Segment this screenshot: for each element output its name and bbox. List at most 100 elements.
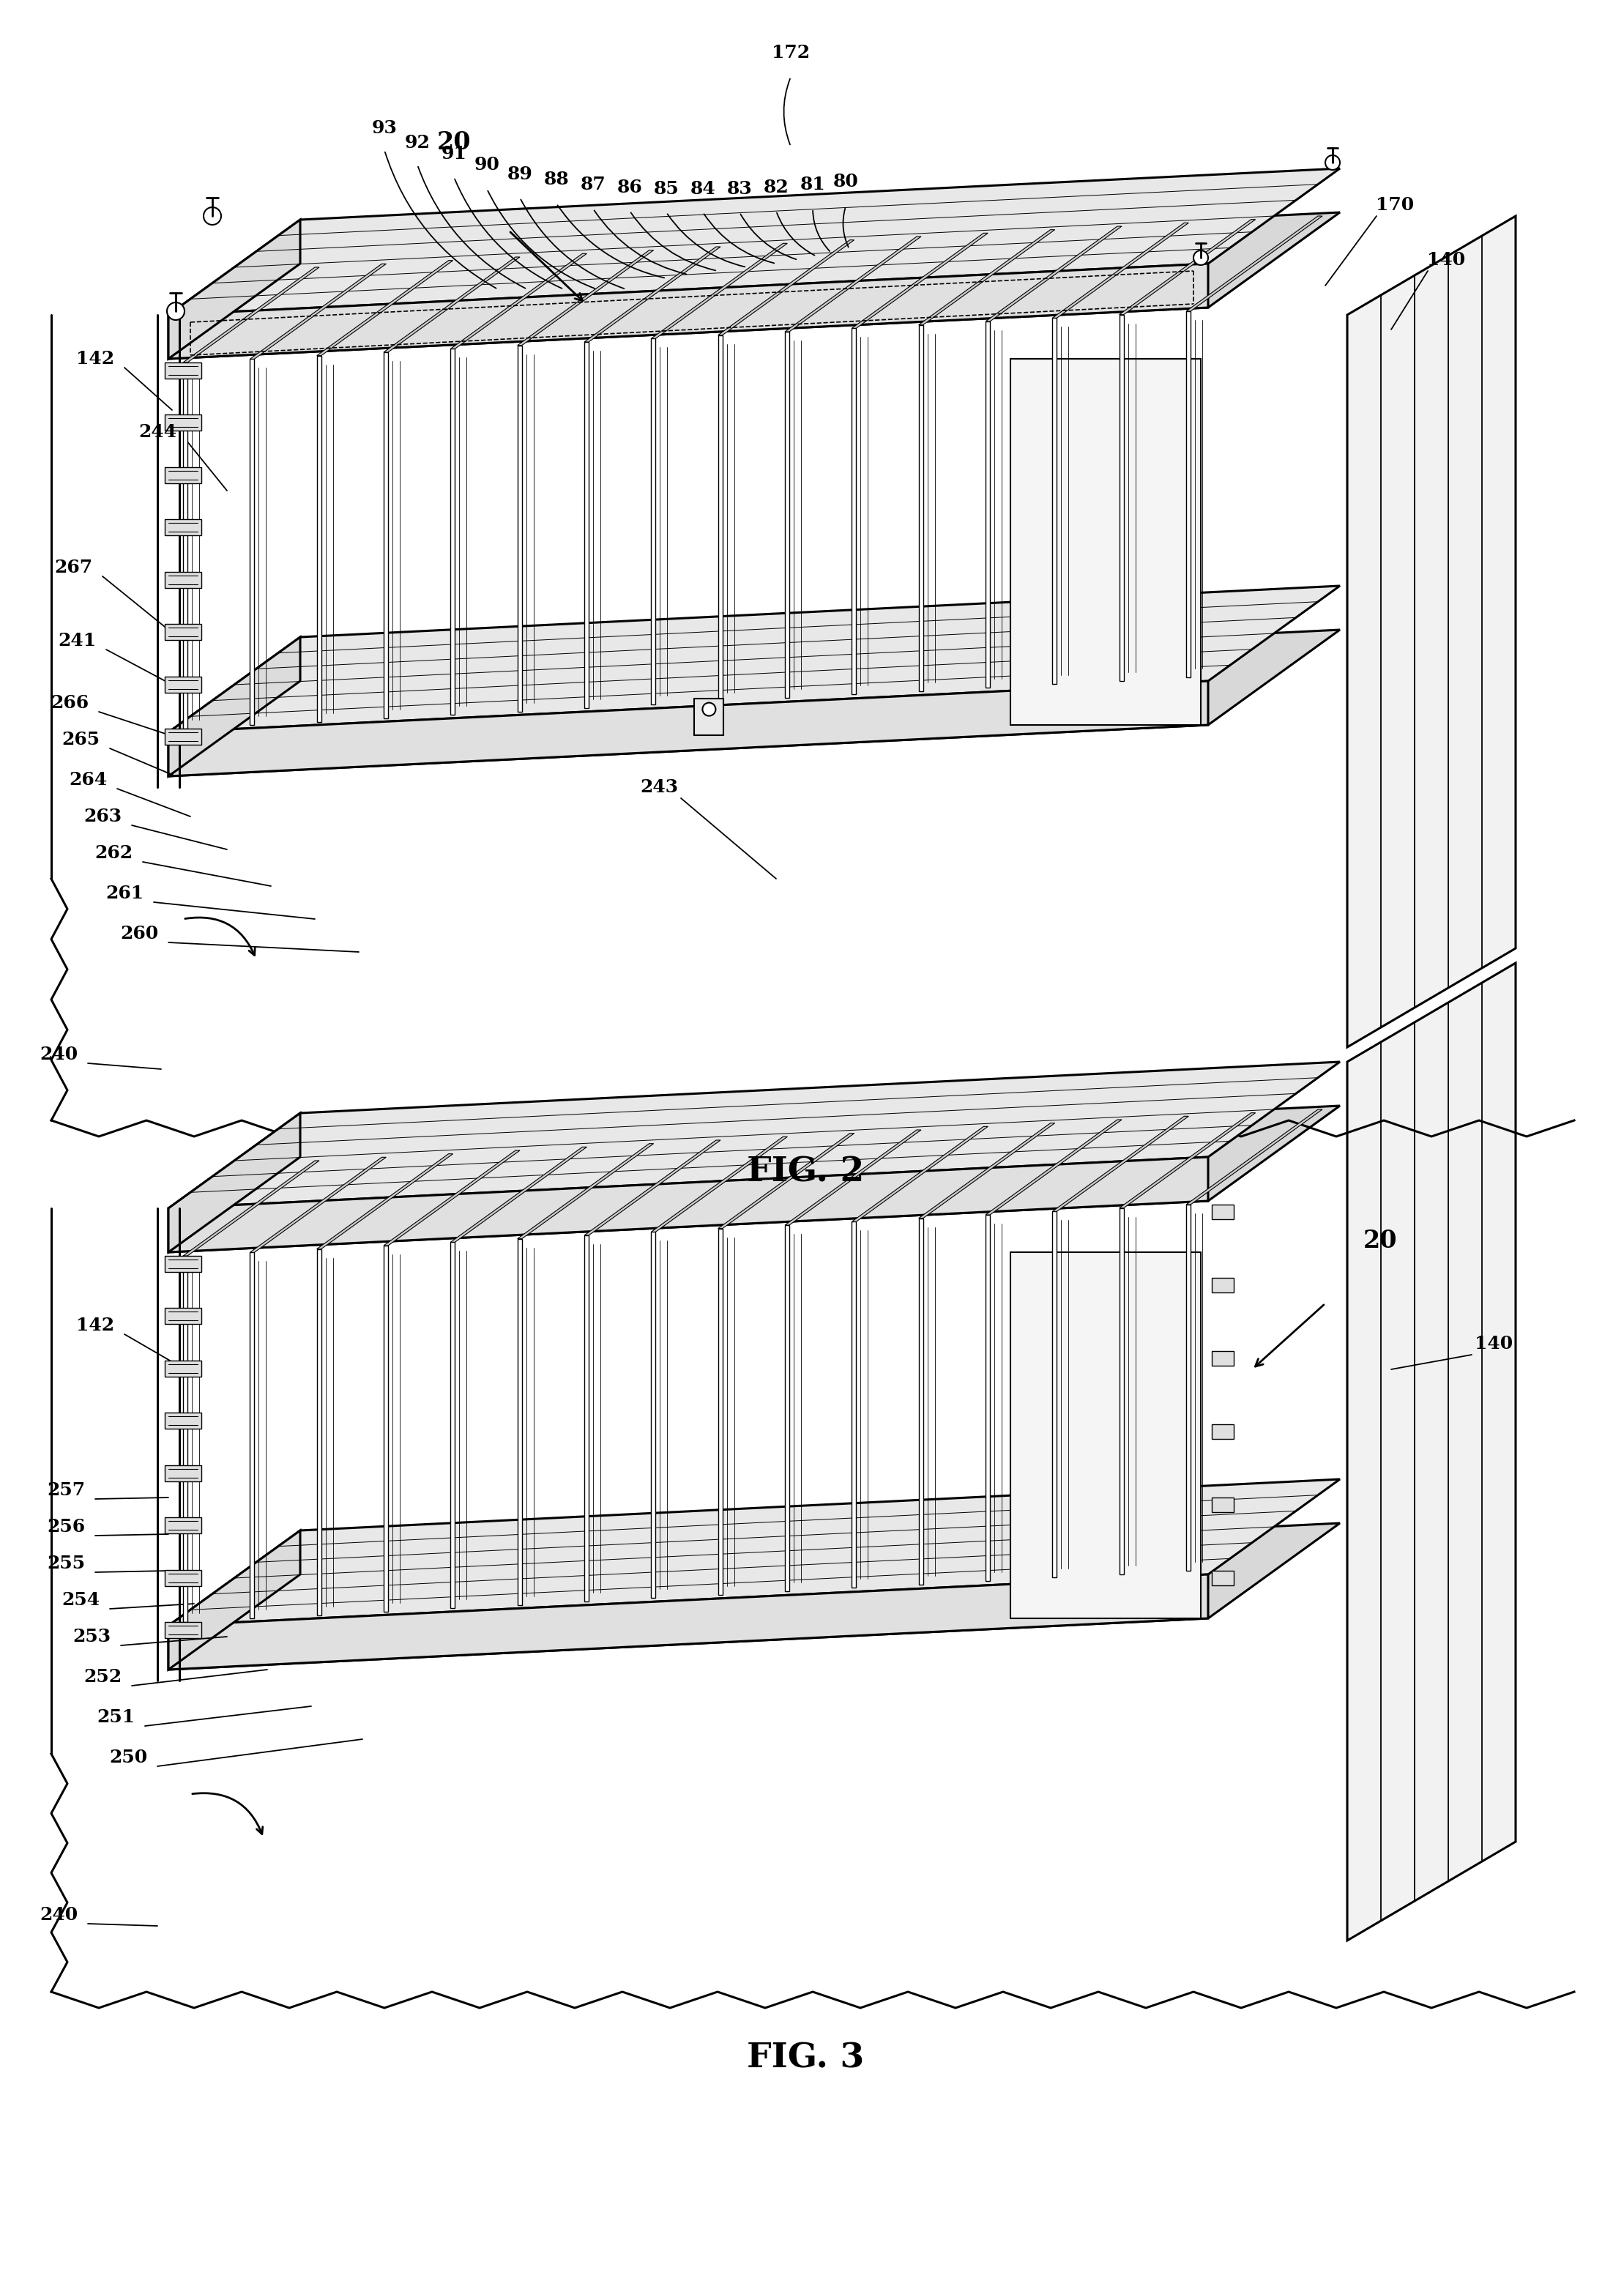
Polygon shape bbox=[1212, 1571, 1234, 1584]
Polygon shape bbox=[164, 466, 201, 484]
Polygon shape bbox=[317, 261, 453, 355]
Text: 264: 264 bbox=[68, 771, 107, 789]
Text: 253: 253 bbox=[73, 1627, 110, 1646]
Text: 20: 20 bbox=[437, 132, 471, 155]
Polygon shape bbox=[383, 352, 388, 718]
Text: 80: 80 bbox=[833, 173, 859, 191]
Polygon shape bbox=[651, 1136, 788, 1232]
Circle shape bbox=[203, 207, 221, 225]
Polygon shape bbox=[317, 1155, 453, 1250]
Text: 252: 252 bbox=[83, 1668, 122, 1687]
Polygon shape bbox=[169, 682, 1208, 775]
Polygon shape bbox=[651, 339, 656, 705]
Circle shape bbox=[167, 302, 185, 320]
Polygon shape bbox=[1186, 1205, 1190, 1571]
Polygon shape bbox=[164, 1414, 201, 1430]
Polygon shape bbox=[718, 1227, 723, 1596]
Polygon shape bbox=[1010, 1252, 1200, 1618]
Text: 93: 93 bbox=[372, 120, 398, 136]
Polygon shape bbox=[1212, 1498, 1234, 1512]
Polygon shape bbox=[184, 268, 320, 361]
Polygon shape bbox=[250, 264, 387, 359]
Polygon shape bbox=[383, 1150, 520, 1246]
Polygon shape bbox=[450, 348, 455, 716]
Text: 140: 140 bbox=[1475, 1334, 1512, 1352]
Text: 243: 243 bbox=[640, 777, 679, 796]
Polygon shape bbox=[1052, 223, 1189, 318]
Polygon shape bbox=[169, 168, 1340, 316]
Polygon shape bbox=[518, 1143, 653, 1239]
Polygon shape bbox=[169, 211, 1340, 359]
Polygon shape bbox=[919, 325, 922, 691]
Text: 250: 250 bbox=[109, 1748, 148, 1766]
Polygon shape bbox=[450, 1241, 455, 1609]
Polygon shape bbox=[1212, 1425, 1234, 1439]
Text: 240: 240 bbox=[39, 1046, 78, 1064]
Polygon shape bbox=[1186, 311, 1190, 677]
Polygon shape bbox=[784, 1130, 921, 1225]
Polygon shape bbox=[1348, 216, 1515, 1048]
Polygon shape bbox=[851, 1221, 856, 1589]
Polygon shape bbox=[1212, 1350, 1234, 1366]
Text: FIG. 2: FIG. 2 bbox=[747, 1155, 864, 1189]
Text: FIG. 3: FIG. 3 bbox=[747, 2041, 864, 2075]
Text: 256: 256 bbox=[47, 1518, 84, 1537]
Polygon shape bbox=[784, 1225, 789, 1591]
Circle shape bbox=[703, 702, 716, 716]
Text: 267: 267 bbox=[54, 559, 93, 577]
Polygon shape bbox=[169, 1530, 300, 1671]
Polygon shape bbox=[169, 1480, 1340, 1625]
Polygon shape bbox=[164, 677, 201, 693]
Polygon shape bbox=[1052, 1116, 1189, 1212]
Polygon shape bbox=[1052, 1212, 1057, 1577]
Polygon shape bbox=[518, 345, 521, 711]
Polygon shape bbox=[164, 414, 201, 432]
Text: 266: 266 bbox=[50, 693, 89, 711]
Polygon shape bbox=[164, 1623, 201, 1639]
Text: 142: 142 bbox=[76, 1316, 114, 1334]
Text: 251: 251 bbox=[96, 1709, 135, 1725]
Polygon shape bbox=[169, 636, 300, 775]
Polygon shape bbox=[169, 1157, 1208, 1252]
Text: 262: 262 bbox=[94, 843, 133, 861]
Polygon shape bbox=[317, 1250, 322, 1616]
Polygon shape bbox=[784, 236, 921, 332]
Polygon shape bbox=[383, 257, 520, 352]
Polygon shape bbox=[986, 1214, 991, 1582]
Polygon shape bbox=[184, 361, 187, 730]
Text: 20: 20 bbox=[1363, 1230, 1397, 1252]
Text: 84: 84 bbox=[690, 180, 716, 198]
Polygon shape bbox=[169, 630, 1340, 775]
Text: 85: 85 bbox=[653, 180, 679, 198]
Text: 257: 257 bbox=[47, 1482, 84, 1498]
Polygon shape bbox=[317, 355, 322, 723]
Text: 142: 142 bbox=[76, 350, 114, 368]
Polygon shape bbox=[585, 1234, 588, 1602]
Text: 255: 255 bbox=[47, 1555, 84, 1573]
Text: 261: 261 bbox=[106, 884, 143, 902]
Polygon shape bbox=[851, 327, 856, 696]
Polygon shape bbox=[919, 1123, 1056, 1218]
Polygon shape bbox=[184, 1162, 320, 1257]
Text: 140: 140 bbox=[1427, 252, 1465, 268]
Polygon shape bbox=[164, 1257, 201, 1273]
Polygon shape bbox=[718, 241, 854, 334]
Text: 241: 241 bbox=[58, 632, 96, 650]
Text: 254: 254 bbox=[62, 1591, 99, 1609]
Polygon shape bbox=[164, 730, 201, 746]
Polygon shape bbox=[518, 250, 653, 345]
Polygon shape bbox=[250, 359, 255, 725]
Text: 81: 81 bbox=[801, 175, 825, 193]
Polygon shape bbox=[1348, 964, 1515, 1941]
Polygon shape bbox=[986, 227, 1122, 320]
Polygon shape bbox=[585, 341, 588, 709]
Polygon shape bbox=[1186, 1109, 1322, 1205]
Polygon shape bbox=[1119, 1207, 1124, 1575]
Polygon shape bbox=[784, 332, 789, 698]
Text: 92: 92 bbox=[404, 134, 430, 152]
Polygon shape bbox=[1119, 220, 1255, 314]
Text: 89: 89 bbox=[507, 166, 533, 184]
Polygon shape bbox=[986, 1121, 1122, 1214]
Text: 172: 172 bbox=[771, 43, 810, 61]
Polygon shape bbox=[169, 264, 1208, 359]
